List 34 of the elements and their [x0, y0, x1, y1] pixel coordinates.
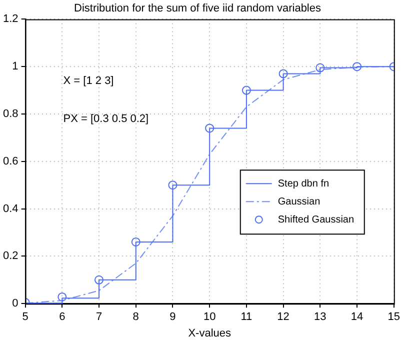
point: [168, 180, 178, 190]
chart-title: Distribution for the sum of five iid random variables: [74, 2, 322, 15]
annotation: X = [1 2 3]: [63, 75, 114, 88]
y-tick-label: 0.6: [2, 155, 18, 168]
y-tick-label: 0.2: [2, 250, 18, 262]
y-tick-label: 0.4: [2, 202, 18, 215]
x-tick-label: 13: [314, 311, 326, 324]
point: [278, 69, 288, 78]
x-tick-label: 14: [350, 311, 364, 324]
point: [131, 237, 140, 246]
x-tick-label: 11: [240, 311, 252, 324]
x-tick-label: 15: [388, 311, 400, 324]
x-tick-label: 7: [96, 311, 102, 324]
legend-label: Gaussian: [278, 196, 320, 208]
x-tick-label: 9: [170, 311, 176, 324]
y-tick-label: 1.2: [2, 13, 18, 26]
annotation: PX = [0.3 0.5 0.2]: [63, 113, 149, 126]
point: [242, 86, 251, 95]
point: [316, 63, 325, 72]
point: [94, 275, 104, 284]
x-tick-label: 8: [132, 311, 139, 324]
x-tick-label: 6: [59, 311, 66, 324]
point: [58, 292, 67, 302]
legend-label: Step dbn fn: [278, 178, 330, 190]
legend-label: Shifted Gaussian: [278, 214, 354, 226]
y-tick-label: 0.8: [2, 108, 18, 120]
x-tick-label: 10: [203, 311, 216, 324]
x-axis-title: X-values: [188, 327, 232, 340]
x-tick-label: 12: [277, 311, 290, 324]
point: [352, 62, 362, 72]
x-tick-label: 5: [22, 311, 28, 324]
y-tick-label: 1: [12, 60, 18, 73]
point: [205, 124, 214, 133]
y-tick-label: 0: [12, 298, 18, 310]
